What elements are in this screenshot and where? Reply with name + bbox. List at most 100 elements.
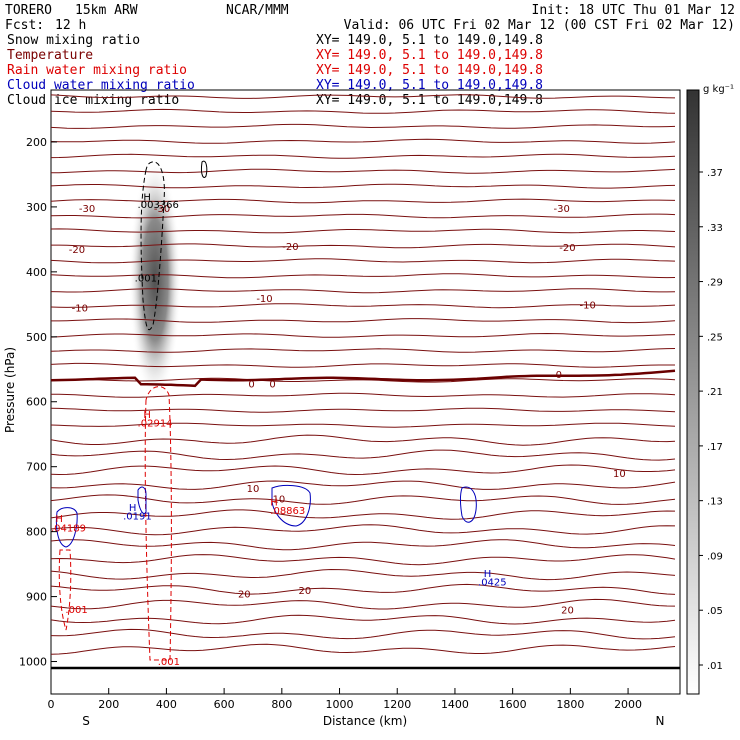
temperature-contours xyxy=(50,94,676,655)
contour-annotation: .0191 xyxy=(123,511,152,522)
y-axis-label: Pressure (hPa) xyxy=(3,347,17,433)
temperature-isotherm xyxy=(50,213,676,219)
colorbar-label: .17 xyxy=(707,442,723,453)
init-time: Init: 18 UTC Thu 01 Mar 12 xyxy=(532,3,736,18)
temperature-isotherm xyxy=(50,568,676,581)
x-tick-label: 1600 xyxy=(499,698,527,711)
field-temperature-name: Temperature xyxy=(7,48,93,63)
colorbar: g kg⁻¹ .01 .05 .09 .13 .17 .21 .25 .29 .33 .37 xyxy=(686,84,734,695)
field-legend: Snow mixing ratio XY= 149.0, 5.1 to 149.… xyxy=(7,33,543,108)
fcst-label: Fcst: xyxy=(5,18,44,33)
small-ice-contour xyxy=(201,160,208,178)
field-rain-range: XY= 149.0, 5.1 to 149.0,149.8 xyxy=(316,63,543,78)
temperature-contour-label: -10 xyxy=(256,294,272,305)
rain-contour-left xyxy=(58,549,72,631)
temperature-isotherm xyxy=(50,509,676,520)
x-end-label-north: N xyxy=(656,714,665,728)
y-tick-label: 400 xyxy=(26,266,47,279)
temperature-isotherm xyxy=(50,494,676,505)
field-rain-name: Rain water mixing ratio xyxy=(7,63,187,78)
fcst-value: 12 h xyxy=(55,18,86,33)
contour-annotation: H xyxy=(484,569,492,580)
center-name: NCAR/MMM xyxy=(226,3,289,18)
cloud-ice-contour xyxy=(140,161,165,331)
colorbar-label: .37 xyxy=(707,168,723,179)
temperature-contour-label: 10 xyxy=(247,484,260,495)
temperature-isotherm xyxy=(50,643,676,655)
colorbar-label: .21 xyxy=(707,387,723,398)
plot-frame xyxy=(50,89,681,695)
x-tick-label: 400 xyxy=(156,698,177,711)
contour-annotation: H xyxy=(129,503,137,514)
temperature-contour-label: -20 xyxy=(559,243,575,254)
y-tick-label: 300 xyxy=(26,201,47,214)
x-tick-label: 1800 xyxy=(556,698,584,711)
temperature-contour-label: -10 xyxy=(72,304,88,315)
temperature-isotherm xyxy=(50,138,676,144)
valid-time: Valid: 06 UTC Fri 02 Mar 12 (00 CST Fri … xyxy=(344,18,735,33)
temperature-isotherm xyxy=(50,123,676,129)
colorbar-label: .33 xyxy=(707,223,723,234)
x-axis-label: Distance (km) xyxy=(323,714,407,728)
contour-annotation: H xyxy=(143,410,151,421)
field-snow-name: Snow mixing ratio xyxy=(7,33,140,48)
header: TORERO 15km ARW NCAR/MMM Init: 18 UTC Th… xyxy=(5,3,735,33)
colorbar-unit: g kg⁻¹ xyxy=(703,84,734,95)
temperature-isotherm xyxy=(50,348,676,353)
cloud-water-contour-a xyxy=(271,484,311,527)
temperature-isotherm xyxy=(50,422,676,428)
temperature-contour-label: -30 xyxy=(79,204,95,215)
y-tick-label: 800 xyxy=(26,526,47,539)
temperature-isotherm xyxy=(50,524,676,536)
cloud-water-contour-c xyxy=(55,507,78,548)
x-tick-label: 1200 xyxy=(383,698,411,711)
temperature-isotherm xyxy=(50,183,676,189)
temperature-isotherm xyxy=(50,614,676,625)
temperature-contour-label: 0 xyxy=(269,380,275,391)
temperature-contour-label: -30 xyxy=(154,204,170,215)
temperature-contour-label: 20 xyxy=(299,586,312,597)
field-cloudice-name: Cloud ice mixing ratio xyxy=(7,93,179,108)
temperature-isotherm xyxy=(50,332,676,338)
temperature-contour-label: 0 xyxy=(248,380,254,391)
cloud-water-contour-b xyxy=(460,486,477,523)
colorbar-labels: .01 .05 .09 .13 .17 .21 .25 .29 .33 .37 xyxy=(699,168,723,672)
x-axis-ticks: 0 200 400 600 800 1000 1200 1400 1600 1800 2000 xyxy=(48,688,642,711)
y-tick-label: 600 xyxy=(26,396,47,409)
x-tick-label: 200 xyxy=(98,698,119,711)
temperature-isotherm xyxy=(51,318,676,324)
contour-annotation: .08863 xyxy=(270,506,305,517)
contour-annotations: H.003366.001H.02914H.0191H.04189H.08863.… xyxy=(51,192,507,667)
field-temperature-range: XY= 149.0, 5.1 to 149.0,149.8 xyxy=(316,48,543,63)
contour-annotation: H xyxy=(55,514,63,525)
temperature-isotherm xyxy=(50,153,676,159)
y-axis-ticks: 200 300 400 500 600 700 800 900 1000 xyxy=(19,136,57,669)
x-tick-label: 2000 xyxy=(614,698,642,711)
temperature-isotherm xyxy=(50,464,676,476)
model-name: TORERO xyxy=(5,3,52,18)
x-end-label-south: S xyxy=(82,714,90,728)
rain-contour-main xyxy=(144,386,172,661)
temperature-isotherm xyxy=(50,273,676,279)
field-cloudwater-name: Cloud water mixing ratio xyxy=(7,78,195,93)
y-tick-label: 900 xyxy=(26,591,47,604)
colorbar-label: .09 xyxy=(707,551,723,562)
temperature-isotherm xyxy=(51,392,676,398)
temperature-contour-label: 10 xyxy=(273,495,286,506)
x-tick-label: 1000 xyxy=(326,698,354,711)
y-tick-label: 700 xyxy=(26,461,47,474)
colorbar-label: .25 xyxy=(707,332,723,343)
temperature-contour-label: -20 xyxy=(282,242,298,253)
y-tick-label: 1000 xyxy=(19,656,47,669)
temperature-isotherm xyxy=(50,434,676,446)
temperature-isotherm xyxy=(50,168,676,174)
colorbar-label: .29 xyxy=(707,278,723,289)
temperature-isotherm xyxy=(50,303,676,309)
temperature-isotherm xyxy=(50,539,676,551)
snow-shading xyxy=(129,160,181,400)
temperature-isotherm xyxy=(50,449,676,461)
contour-annotation: H xyxy=(270,498,278,509)
y-tick-label: 200 xyxy=(26,136,47,149)
contour-annotation: .02914 xyxy=(138,418,173,429)
